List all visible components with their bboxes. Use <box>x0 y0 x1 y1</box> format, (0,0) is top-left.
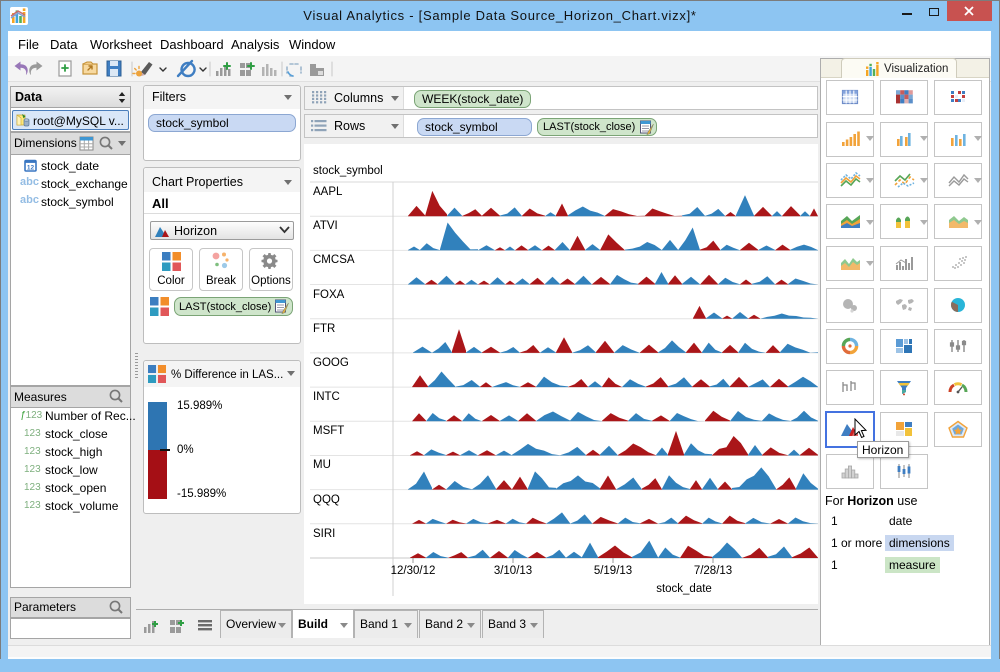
svg-text:12: 12 <box>27 165 35 172</box>
